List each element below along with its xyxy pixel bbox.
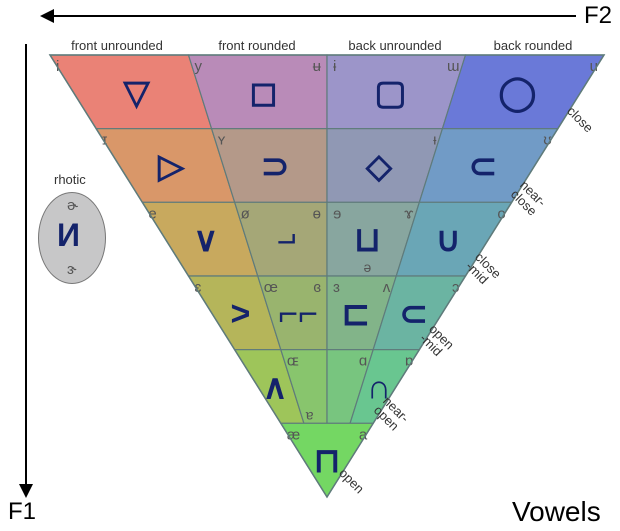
ipa-label: ɤ (404, 205, 414, 222)
rhotic-glyph: И (57, 217, 80, 254)
vowel-glyph: ⊂ (469, 148, 498, 186)
ipa-label: ɑ (359, 353, 367, 370)
rhotic-label: rhotic (54, 172, 86, 187)
ipa-sub: ə (363, 259, 371, 275)
ipa-label: ɯ (447, 58, 460, 75)
ipa-label: ɞ (313, 279, 321, 296)
vowel-glyph: ◇ (365, 148, 393, 186)
rhotic-group: ɚ И ɝ (38, 192, 106, 284)
vowel-glyph: ◯ (498, 74, 536, 114)
ipa-label: ɜ (333, 279, 340, 296)
rhotic-ipa-bot: ɝ (67, 261, 76, 278)
ipa-label: ɵ (313, 205, 321, 222)
vowel-glyph: ∪ (436, 221, 461, 259)
ipa-label: ɘ (333, 205, 341, 222)
vowel-glyph: ∨ (193, 221, 218, 259)
ipa-label: œ (264, 279, 278, 296)
ipa-label: ʉ (313, 58, 322, 75)
vowel-glyph: ▷ (157, 148, 186, 186)
chart-title: Vowels (512, 496, 601, 528)
vowel-glyph: ◻ (249, 74, 277, 112)
rhotic-ipa-top: ɚ (67, 197, 78, 214)
vowel-glyph: ⊏ (342, 295, 371, 333)
vowel-glyph: ⊔ (354, 221, 381, 259)
vowel-glyph: ⊃ (261, 148, 290, 186)
ipa-label: ʌ (383, 279, 391, 296)
ipa-label: ʏ (218, 132, 226, 149)
ipa-sub: ɐ (306, 406, 314, 422)
vowel-glyph: ⌐ (277, 223, 297, 261)
vowel-glyph: > (231, 295, 251, 333)
ipa-label: ø (241, 205, 250, 222)
vowel-glyph: ▽ (122, 74, 150, 112)
ipa-label: ɶ (287, 353, 299, 370)
vowel-glyph: ⊂ (399, 295, 428, 333)
ipa-label: y (195, 58, 203, 75)
vowel-glyph: ▢ (374, 74, 406, 112)
vowel-glyph: ⌐⌐ (278, 295, 318, 333)
